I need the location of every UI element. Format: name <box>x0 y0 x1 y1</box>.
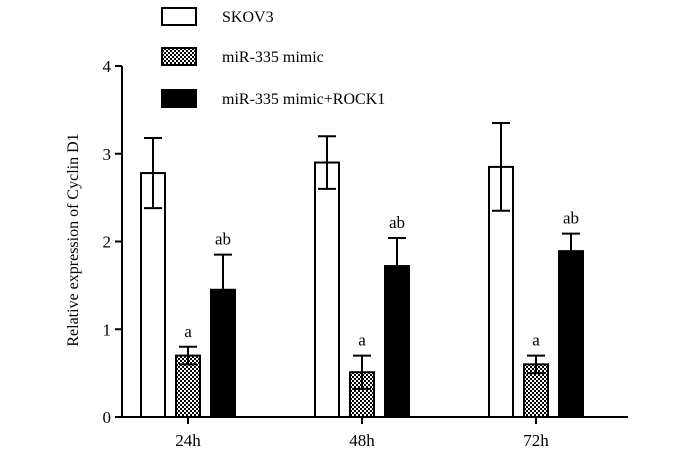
y-tick-label: 4 <box>103 57 112 76</box>
significance-label: ab <box>215 230 231 249</box>
x-tick-labels: 24h 48h 72h <box>175 417 549 450</box>
y-tick-label: 3 <box>103 145 112 164</box>
significance-label: ab <box>389 213 405 232</box>
y-tick-label: 2 <box>103 233 112 252</box>
error-bar <box>144 136 162 210</box>
bar-48h-series-0 <box>314 161 340 418</box>
legend-swatch <box>161 7 197 26</box>
legend-item-1: miR-335 mimic <box>161 47 324 66</box>
legend: SKOV3 miR-335 mimic miR-335 mimic+ROCK1 <box>161 7 385 108</box>
legend-label: miR-335 mimic <box>222 49 324 66</box>
bar-24h-series-0 <box>140 172 166 418</box>
error-bar <box>318 135 336 190</box>
legend-item-2: miR-335 mimic+ROCK1 <box>161 89 385 108</box>
y-tick-label: 0 <box>103 408 112 427</box>
x-tick-label-24h: 24h <box>175 431 201 450</box>
error-bar <box>562 232 580 252</box>
error-bar <box>179 345 197 366</box>
legend-label: SKOV3 <box>222 9 274 26</box>
significance-label: ab <box>563 209 579 228</box>
y-axis-label: Relative expression of Cyclin D1 <box>65 133 82 346</box>
y-tick-label: 1 <box>103 320 112 339</box>
error-bar <box>388 236 406 267</box>
significance-label: a <box>532 331 540 350</box>
legend-item-0: SKOV3 <box>161 7 274 26</box>
legend-swatch <box>161 47 197 66</box>
x-tick-label-72h: 72h <box>523 431 549 450</box>
bars: a ab a ab a ab <box>140 122 584 419</box>
error-bar <box>353 354 371 390</box>
legend-label: miR-335 mimic+ROCK1 <box>222 91 385 108</box>
bar-48h-series-2 <box>384 265 410 418</box>
error-bar <box>214 253 232 290</box>
bar-72h-series-2 <box>558 250 584 418</box>
x-tick-label-48h: 48h <box>349 431 375 450</box>
significance-label: a <box>184 322 192 341</box>
bar-24h-series-2 <box>210 288 236 419</box>
legend-swatch <box>161 89 197 108</box>
error-bar <box>527 354 545 375</box>
significance-label: a <box>358 331 366 350</box>
y-ticks: 0 1 2 3 4 <box>103 57 122 427</box>
error-bar <box>492 122 510 212</box>
